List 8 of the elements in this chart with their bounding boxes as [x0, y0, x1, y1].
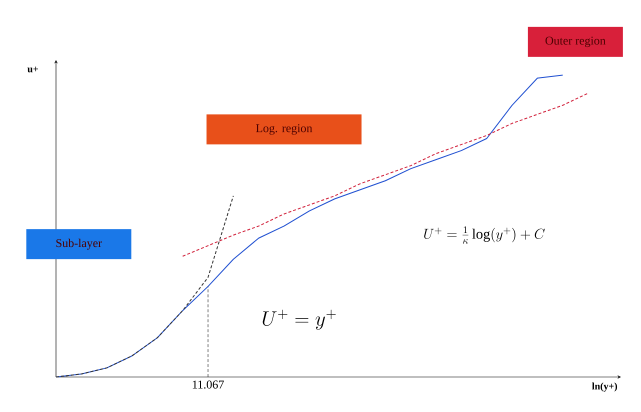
x-axis-title: ln(y+) [592, 382, 618, 392]
annotation: $U^{+} = \frac{1}{\kappa}\log( y^{+}) + C$ [424, 226, 545, 244]
annotation: Log. region [256, 124, 312, 135]
annotation: $U^{+} = y^{+}$ [262, 310, 336, 330]
text: 11.067 [192, 380, 224, 389]
y-axis-title: u+ [27, 66, 38, 72]
text: Outer region [546, 36, 606, 48]
annotation: Sub-layer [56, 238, 102, 250]
